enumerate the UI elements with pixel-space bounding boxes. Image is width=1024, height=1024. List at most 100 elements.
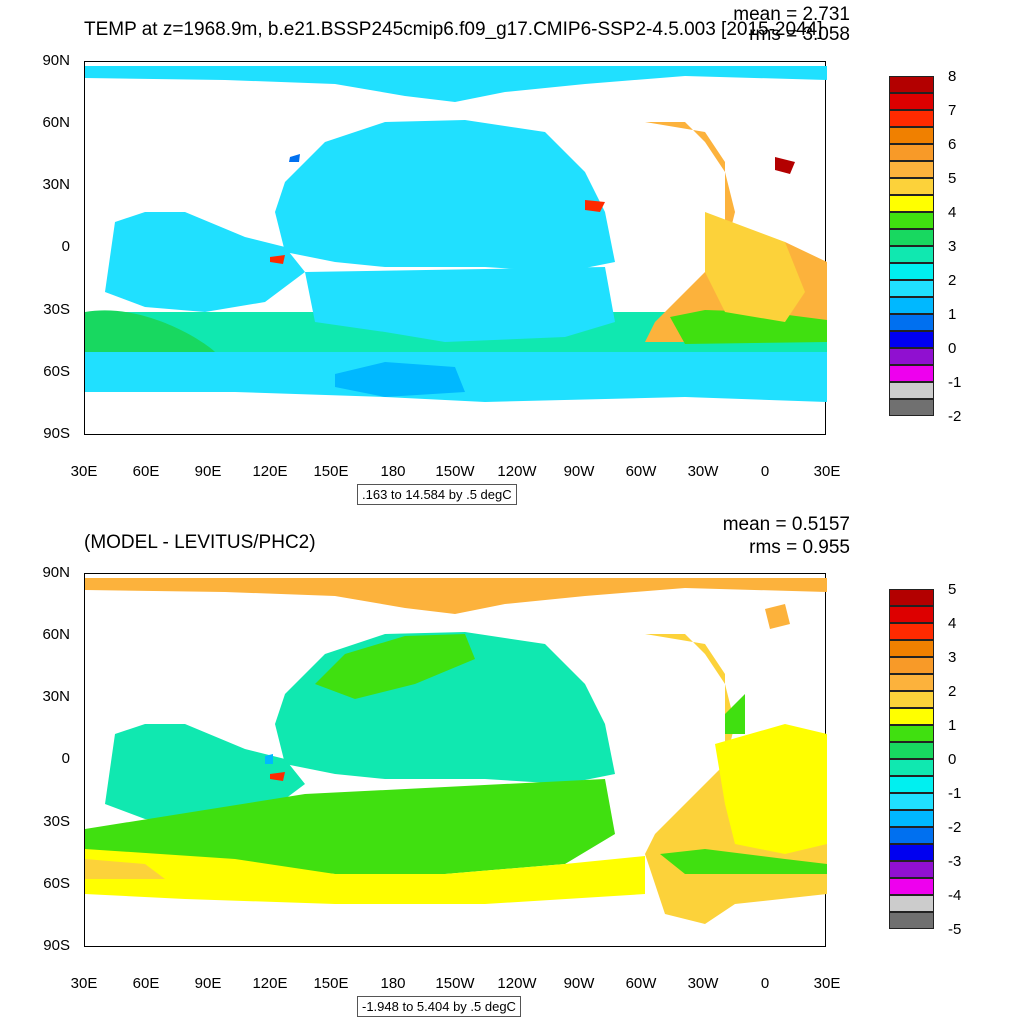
bottom-lat-label: 30S (43, 813, 70, 830)
bottom-colorbar-segment (889, 725, 934, 742)
bottom-lat-label: 90S (43, 937, 70, 954)
top-colorbar-segment (889, 348, 934, 365)
bottom-colorbar-label: 3 (948, 649, 957, 666)
top-colorbar-segment (889, 127, 934, 144)
top-lat-label: 90S (43, 425, 70, 442)
bottom-map-field (85, 578, 827, 924)
top-lat-label: 90N (42, 52, 70, 69)
bottom-lon-label: 0 (760, 975, 770, 992)
top-colorbar-label: 2 (948, 272, 957, 289)
top-colorbar-label: 3 (948, 238, 957, 255)
bottom-lon-label: 60W (625, 975, 657, 992)
top-colorbar-segment (889, 76, 934, 93)
top-lon-label: 90E (194, 463, 222, 480)
bottom-colorbar-segment (889, 878, 934, 895)
bottom-colorbar-label: -3 (948, 853, 962, 870)
bottom-lon-label: 150W (435, 975, 475, 992)
top-colorbar-segment (889, 382, 934, 399)
bottom-colorbar-label: -5 (948, 921, 962, 938)
top-lon-label: 30W (687, 463, 719, 480)
top-map-field (85, 66, 827, 402)
top-colorbar-segment (889, 178, 934, 195)
top-colorbar-label: 6 (948, 136, 957, 153)
top-lon-label: 30E (70, 463, 98, 480)
top-colorbar-label: 7 (948, 102, 957, 119)
top-contour-range-label: .163 to 14.584 by .5 degC (357, 484, 517, 505)
bottom-lon-label: 30E (813, 975, 841, 992)
bottom-colorbar-segment (889, 742, 934, 759)
top-mean-label: mean = 2.731 (733, 4, 850, 25)
top-colorbar-segment (889, 93, 934, 110)
bottom-colorbar-segment (889, 657, 934, 674)
top-lon-label: 90W (563, 463, 595, 480)
top-map (84, 61, 827, 435)
top-lon-label: 150E (313, 463, 349, 480)
top-colorbar-segment (889, 399, 934, 416)
top-lon-label: 120W (497, 463, 537, 480)
bottom-lon-label: 90E (194, 975, 222, 992)
top-colorbar-segment (889, 195, 934, 212)
top-colorbar-label: 1 (948, 306, 957, 323)
bottom-colorbar-label: 4 (948, 615, 957, 632)
bottom-colorbar-segment (889, 691, 934, 708)
top-colorbar-label: -1 (948, 374, 962, 391)
bottom-colorbar-segment (889, 708, 934, 725)
bottom-colorbar-segment (889, 810, 934, 827)
top-lat-label: 60N (42, 114, 70, 131)
top-colorbar-segment (889, 246, 934, 263)
top-lon-label: 0 (760, 463, 770, 480)
bottom-colorbar-segment (889, 589, 934, 606)
bottom-lon-label: 30W (687, 975, 719, 992)
top-colorbar-label: -2 (948, 408, 962, 425)
top-colorbar-segment (889, 314, 934, 331)
top-colorbar-segment (889, 212, 934, 229)
bottom-lat-label: 60S (43, 875, 70, 892)
bottom-rms-label: rms = 0.955 (749, 537, 850, 558)
top-colorbar-label: 8 (948, 68, 957, 85)
bottom-lon-label: 120W (497, 975, 537, 992)
top-lat-label: 30S (43, 301, 70, 318)
top-colorbar-segment (889, 144, 934, 161)
bottom-colorbar-label: 2 (948, 683, 957, 700)
top-lon-label: 60W (625, 463, 657, 480)
bottom-panel: (MODEL - LEVITUS/PHC2) mean = 0.5157 rms… (0, 512, 1024, 1024)
top-colorbar-segment (889, 229, 934, 246)
top-lon-label: 30E (813, 463, 841, 480)
bottom-colorbar-segment (889, 623, 934, 640)
bottom-lon-label: 60E (132, 975, 160, 992)
top-colorbar-segment (889, 263, 934, 280)
top-colorbar-segment (889, 297, 934, 314)
bottom-colorbar-segment (889, 844, 934, 861)
top-panel: TEMP at z=1968.9m, b.e21.BSSP245cmip6.f0… (42, 4, 962, 505)
bottom-lon-label: 90W (563, 975, 595, 992)
top-colorbar-segment (889, 331, 934, 348)
bottom-colorbar-segment (889, 861, 934, 878)
bottom-lat-label: 0 (61, 750, 70, 767)
bottom-lon-label: 120E (252, 975, 288, 992)
bottom-colorbar-segment (889, 895, 934, 912)
bottom-colorbar-label: -1 (948, 785, 962, 802)
bottom-mean-label: mean = 0.5157 (722, 514, 850, 535)
bottom-lat-label: 60N (42, 626, 70, 643)
bottom-colorbar-segment (889, 827, 934, 844)
bottom-colorbar-label: -2 (948, 819, 962, 836)
top-lon-label: 150W (435, 463, 475, 480)
bottom-colorbar-label: 5 (948, 581, 957, 598)
bottom-colorbar-label: 1 (948, 717, 957, 734)
bottom-contour-range-label: -1.948 to 5.404 by .5 degC (357, 996, 521, 1017)
top-lat-label: 0 (61, 238, 70, 255)
bottom-colorbar-label: 0 (948, 751, 957, 768)
bottom-colorbar-label: -4 (948, 887, 962, 904)
bottom-colorbar-segment (889, 674, 934, 691)
bottom-lon-label: 30E (70, 975, 98, 992)
top-colorbar-label: 5 (948, 170, 957, 187)
bottom-plot-title: (MODEL - LEVITUS/PHC2) (84, 532, 316, 553)
bottom-lat-label: 30N (42, 688, 70, 705)
top-lat-label: 30N (42, 176, 70, 193)
bottom-map (84, 573, 827, 947)
bottom-colorbar-segment (889, 606, 934, 623)
top-rms-label: rms = 3.058 (749, 24, 850, 45)
top-lat-label: 60S (43, 363, 70, 380)
top-colorbar-segment (889, 161, 934, 178)
top-lon-label: 120E (252, 463, 288, 480)
